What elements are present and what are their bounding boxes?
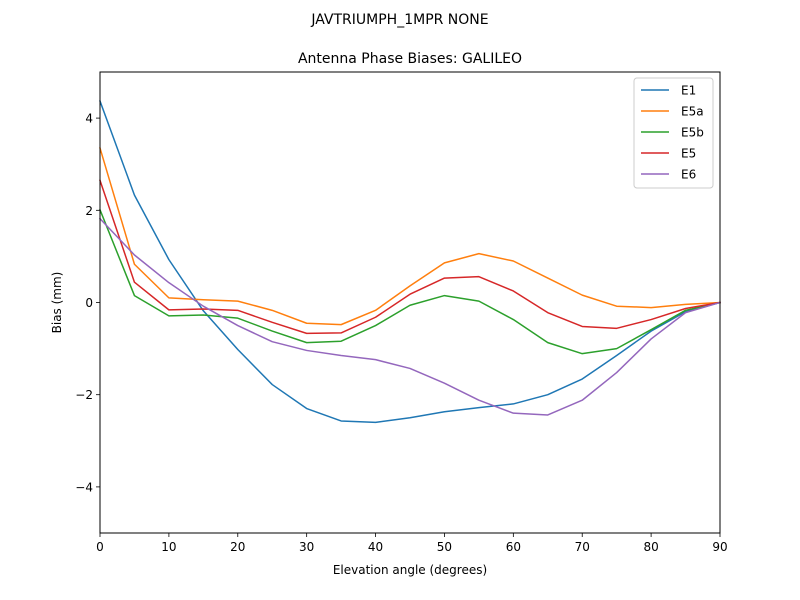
x-axis-ticks: 0 10 20 30 40 50 60 70 80 90	[96, 533, 728, 554]
plot-lines	[98, 100, 721, 424]
x-tick-label: 30	[299, 540, 314, 554]
figure-suptitle: JAVTRIUMPH_1MPR NONE	[310, 12, 488, 28]
legend-label-e1: E1	[681, 84, 696, 98]
x-tick-label: 90	[712, 540, 727, 554]
y-tick-label: 0	[85, 296, 93, 310]
x-tick-label: 10	[161, 540, 176, 554]
series-line-e5a	[99, 147, 721, 326]
y-tick-label: −4	[75, 480, 93, 494]
legend-label-e5b: E5b	[681, 126, 704, 140]
y-tick-label: 4	[85, 112, 93, 126]
y-axis-ticks: −4 −2 0 2 4	[75, 112, 100, 494]
y-tick-label: 2	[85, 204, 93, 218]
x-tick-label: 60	[506, 540, 521, 554]
x-tick-label: 20	[230, 540, 245, 554]
x-tick-label: 70	[575, 540, 590, 554]
y-axis-label: Bias (mm)	[50, 272, 64, 334]
x-tick-label: 40	[368, 540, 383, 554]
series-line-e5	[99, 179, 721, 335]
series-line-e1	[99, 100, 721, 424]
y-tick-label: −2	[75, 388, 93, 402]
legend: E1 E5a E5b E5 E6	[633, 77, 714, 189]
series-line-e5b	[99, 208, 721, 355]
legend-label-e5: E5	[681, 147, 696, 161]
chart-title: Antenna Phase Biases: GALILEO	[298, 51, 522, 67]
x-tick-label: 50	[437, 540, 452, 554]
x-axis-label: Elevation angle (degrees)	[333, 563, 487, 577]
series-line-e6	[98, 217, 721, 416]
legend-label-e5a: E5a	[681, 105, 704, 119]
x-tick-label: 0	[96, 540, 104, 554]
legend-label-e6: E6	[681, 168, 696, 182]
x-tick-label: 80	[643, 540, 658, 554]
legend-box	[633, 77, 714, 189]
